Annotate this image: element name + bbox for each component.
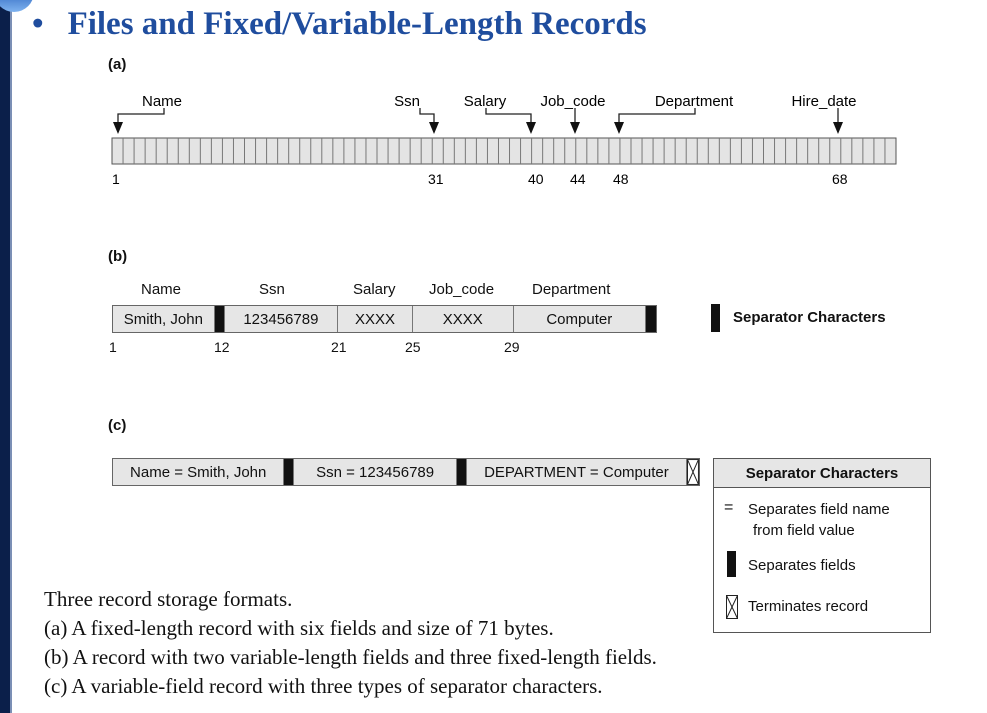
separator-block [646,306,656,332]
value-salary: XXXX [338,306,413,332]
caption-line-4: (c) A variable-field record with three t… [44,674,603,698]
legend-terminates-record: Terminates record [748,598,869,615]
variable-field-record: Name = Smith, John Ssn = 123456789 DEPAR… [112,458,700,486]
left-accent-bar [0,0,10,713]
byte-strip [111,137,897,165]
value-name-field: Name = Smith, John [113,459,285,485]
part-c-tag: (c) [108,417,127,434]
header-salary: Salary [353,281,396,298]
position-48: 48 [613,171,629,187]
caption-line-1: Three record storage formats. [44,587,293,611]
legend-title: Separator Characters [714,459,930,488]
value-ssn-field: Ssn = 123456789 [294,459,457,485]
value-name: Smith, John [113,306,215,332]
header-department: Department [532,281,611,298]
value-job-code: XXXX [413,306,514,332]
field-label-ssn: Ssn [394,93,420,110]
separator-legend-box: Separator Characters = Separates field n… [713,458,931,633]
header-ssn: Ssn [259,281,285,298]
header-job-code: Job_code [429,281,495,298]
separator-legend-swatch [711,304,720,332]
separator-block [214,306,225,332]
corner-logo [0,0,34,12]
b-position-25: 25 [405,339,421,355]
record-terminator-icon [687,459,699,485]
b-position-1: 1 [109,339,117,355]
b-position-21: 21 [331,339,347,355]
record-terminator-legend-icon [726,595,738,619]
variable-length-record: Smith, John 123456789 XXXX XXXX Computer [112,305,657,333]
title-bullet: • [32,6,44,42]
separator-legend-label: Separator Characters [733,309,886,326]
caption-line-2: (a) A fixed-length record with six field… [44,616,554,640]
header-name: Name [141,281,182,298]
b-position-29: 29 [504,339,520,355]
b-position-12: 12 [214,339,230,355]
part-a-tag: (a) [108,56,127,73]
caption-line-3: (b) A record with two variable-length fi… [44,645,657,669]
position-31: 31 [428,171,444,187]
value-department: Computer [514,306,647,332]
legend-equals-line1: Separates field name [748,501,890,518]
position-68: 68 [832,171,848,187]
value-department-field: DEPARTMENT = Computer [467,459,688,485]
left-accent-stripe [10,0,12,713]
field-label-department: Department [655,93,734,110]
position-44: 44 [570,171,586,187]
position-1: 1 [112,171,120,187]
value-ssn: 123456789 [225,306,339,332]
separator-block [284,459,295,485]
field-brackets [117,108,839,122]
title-text: Files and Fixed/Variable-Length Records [67,6,647,42]
field-label-salary: Salary [464,93,507,110]
field-label-hire-date: Hire_date [791,93,856,110]
fixed-length-record-diagram: Name Ssn Salary Job_code Department Hire… [111,93,897,187]
legend-equals-line2: from field value [753,522,855,539]
field-separator-icon [727,551,736,577]
field-label-job-code: Job_code [540,93,605,110]
legend-separates-fields: Separates fields [748,557,856,574]
field-arrows [113,122,843,134]
part-b-tag: (b) [108,248,128,265]
field-label-name: Name [142,93,182,110]
separator-block [456,459,467,485]
position-40: 40 [528,171,544,187]
slide-title: • Files and Fixed/Variable-Length Records [32,6,647,43]
equals-sign-icon: = [724,499,734,516]
